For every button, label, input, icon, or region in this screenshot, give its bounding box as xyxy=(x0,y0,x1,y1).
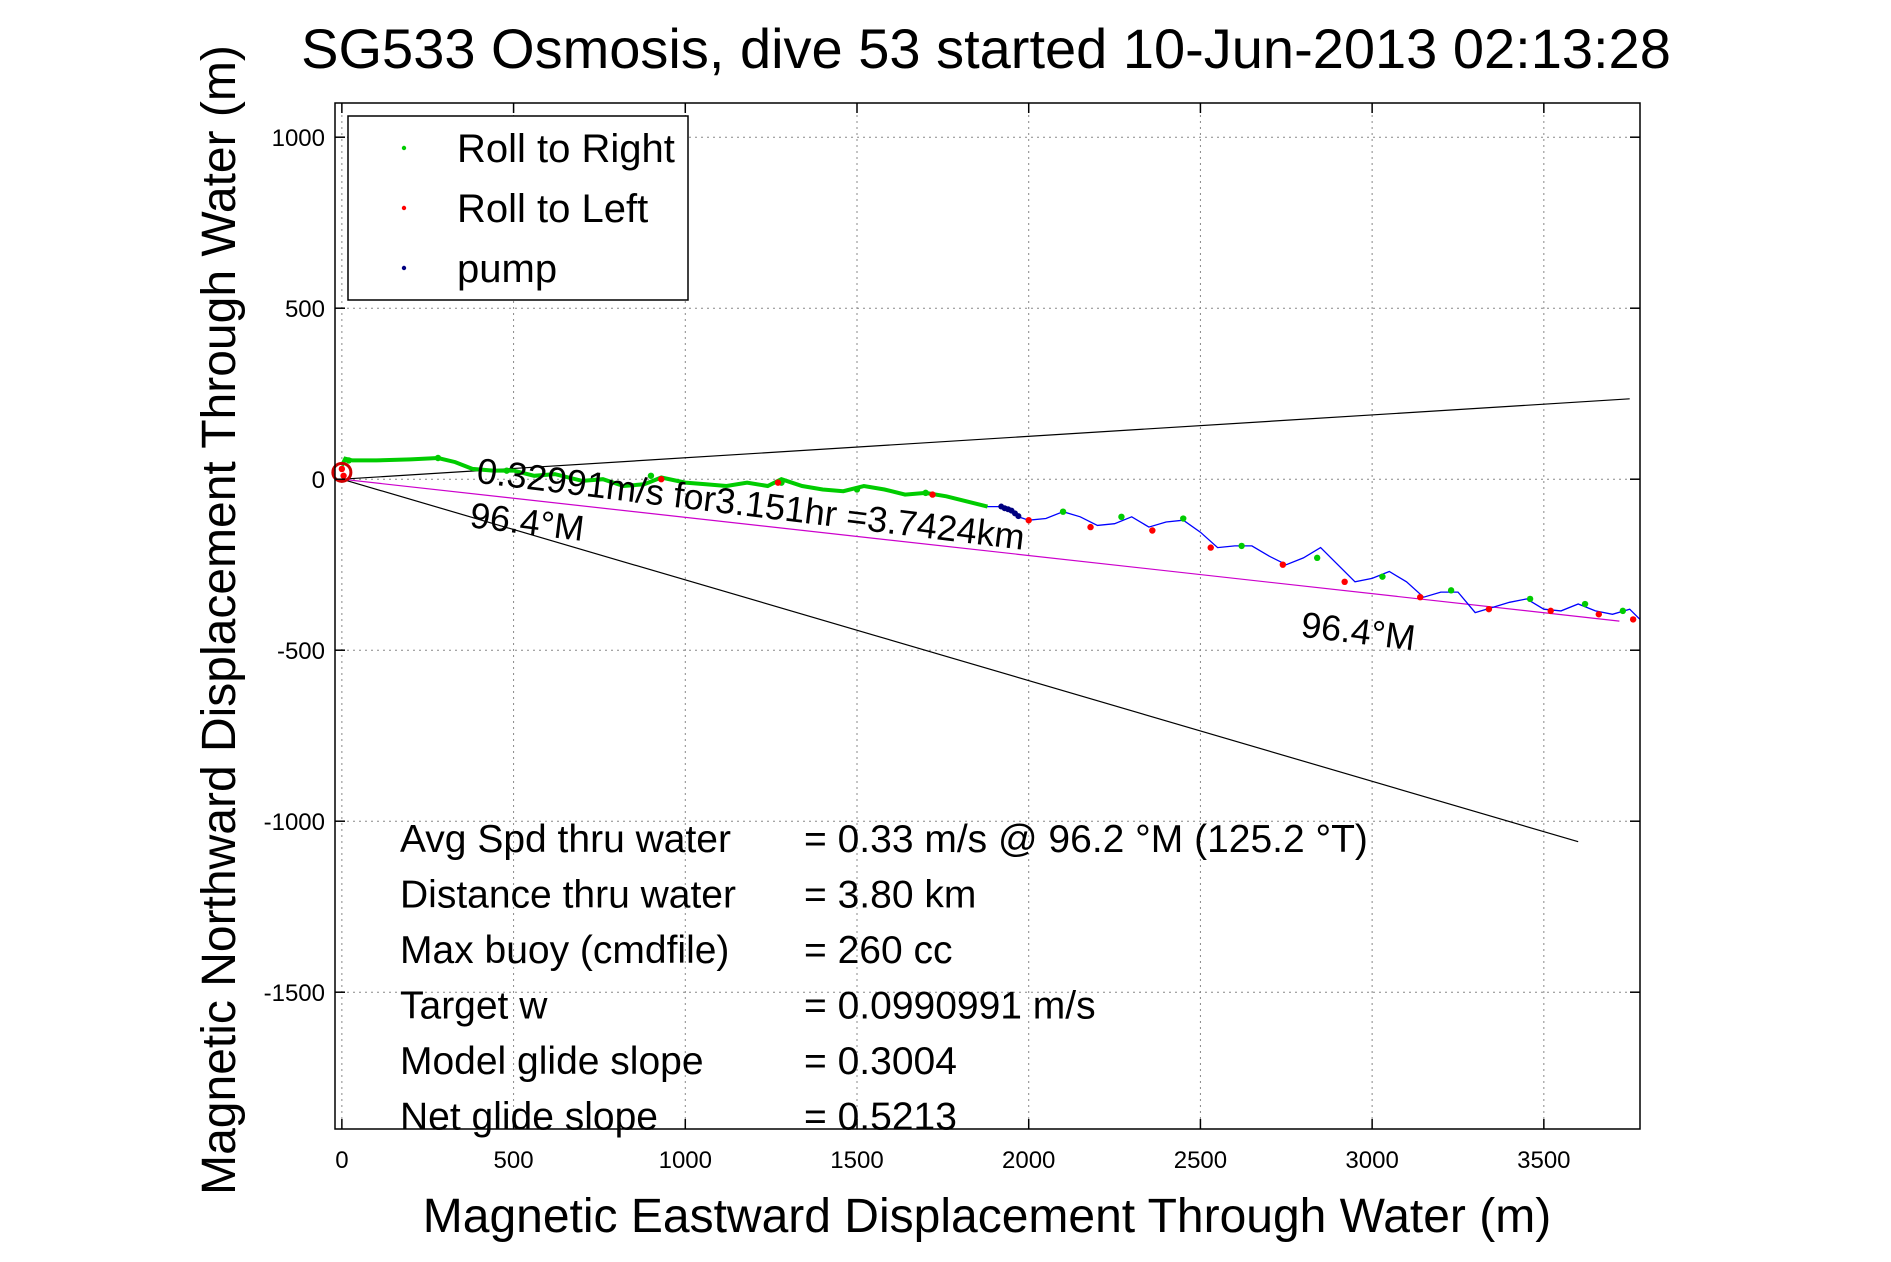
x-tick-label: 3500 xyxy=(1517,1147,1570,1174)
roll-left-point xyxy=(1207,544,1214,551)
roll-right-point xyxy=(434,454,442,462)
legend: Roll to Right Roll to Left pump xyxy=(347,115,689,301)
roll-left-point xyxy=(1547,607,1554,615)
roll-left-point xyxy=(1025,517,1032,524)
roll-right-point xyxy=(1526,595,1534,603)
x-tick-label: 2500 xyxy=(1174,1147,1227,1174)
chart-title: SG533 Osmosis, dive 53 started 10-Jun-20… xyxy=(301,17,1671,80)
roll-left-point xyxy=(1279,561,1287,568)
roll-left-point xyxy=(1341,578,1348,585)
roll-right-point xyxy=(1447,587,1455,594)
legend-marker xyxy=(401,145,407,151)
dive-stats: Avg Spd thru water = 0.33 m/s @ 96.2 °M (… xyxy=(400,818,1368,1139)
roll-right-point xyxy=(1059,508,1067,515)
roll-left-point xyxy=(1629,616,1637,623)
roll-left-point xyxy=(340,472,347,479)
legend-label: pump xyxy=(457,247,557,291)
y-tick-label: 1000 xyxy=(272,125,325,152)
x-tick-label: 2000 xyxy=(1002,1147,1055,1174)
roll-right-point xyxy=(647,472,655,479)
stat-value: = 0.0990991 m/s xyxy=(804,985,1096,1028)
roll-left-point xyxy=(1417,593,1424,601)
roll-right-point xyxy=(1180,515,1187,522)
x-tick-label: 3000 xyxy=(1345,1147,1398,1174)
x-tick-label: 500 xyxy=(494,1147,534,1174)
roll-right-point xyxy=(1118,513,1125,521)
y-tick-label: -500 xyxy=(277,638,325,665)
stat-label: Target w xyxy=(400,985,548,1028)
roll-left-point xyxy=(774,479,782,486)
legend-marker xyxy=(401,205,407,211)
y-tick-label: 0 xyxy=(312,467,325,494)
roll-right-point xyxy=(1581,600,1589,608)
start-marker xyxy=(331,461,353,483)
stat-value: = 0.5213 xyxy=(804,1096,957,1139)
stat-label: Net glide slope xyxy=(400,1096,658,1139)
stat-value: = 0.3004 xyxy=(804,1040,957,1083)
x-tick-label: 0 xyxy=(335,1147,348,1174)
stat-label: Model glide slope xyxy=(400,1040,704,1083)
x-axis-label: Magnetic Eastward Displacement Through W… xyxy=(423,1190,1551,1243)
reference-lines xyxy=(341,398,1630,843)
reference-line xyxy=(341,478,1620,622)
stat-value: = 0.33 m/s @ 96.2 °M (125.2 °T) xyxy=(804,818,1368,861)
axis-ticks: 0 500 1000 1500 2000 2500 3000 3500 1000 500 0 -500… xyxy=(264,103,1640,1174)
stat-value: = 260 cc xyxy=(804,929,953,972)
legend-label: Roll to Left xyxy=(457,187,648,231)
legend-label: Roll to Right xyxy=(457,127,675,171)
pump-point xyxy=(1015,513,1022,520)
legend-marker xyxy=(401,265,407,271)
y-tick-label: -1500 xyxy=(264,980,325,1007)
reference-line xyxy=(341,478,1579,843)
roll-left-point xyxy=(1087,523,1094,531)
roll-left-point xyxy=(1485,605,1493,613)
roll-right-point xyxy=(1238,542,1245,550)
roll-left-point xyxy=(1595,611,1602,618)
roll-right-point xyxy=(1619,607,1627,615)
y-tick-label: 500 xyxy=(285,296,325,323)
stat-label: Avg Spd thru water xyxy=(400,818,731,861)
roll-right-point xyxy=(853,486,861,493)
stat-label: Max buoy (cmdfile) xyxy=(400,929,729,972)
roll-right-point xyxy=(1313,554,1321,562)
roll-left-point xyxy=(338,465,346,473)
roll-markers xyxy=(331,454,1637,623)
roll-left-point xyxy=(1149,527,1156,534)
x-tick-label: 1500 xyxy=(830,1147,883,1174)
stat-label: Distance thru water xyxy=(400,874,736,917)
plot-frame xyxy=(334,102,1641,1130)
x-tick-label: 1000 xyxy=(659,1147,712,1174)
reference-line xyxy=(341,398,1630,480)
roll-right-point xyxy=(922,489,929,497)
stat-value: = 3.80 km xyxy=(804,874,976,917)
y-axis-label: Magnetic Northward Displacement Through … xyxy=(193,45,246,1195)
roll-right-point xyxy=(1379,573,1386,580)
roll-right-point xyxy=(345,457,352,464)
roll-left-point xyxy=(658,476,665,483)
roll-left-point xyxy=(929,491,936,498)
roll-right-point xyxy=(503,467,510,474)
y-tick-label: -1000 xyxy=(264,809,325,836)
